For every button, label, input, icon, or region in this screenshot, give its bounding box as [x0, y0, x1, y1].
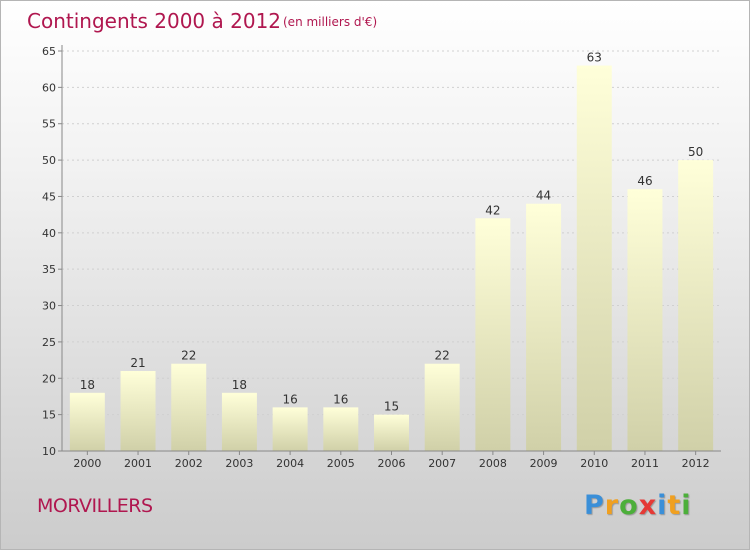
- y-tick-label: 40: [42, 227, 56, 240]
- data-label: 16: [282, 392, 297, 406]
- data-label: 16: [333, 392, 348, 406]
- x-tick-label: 2004: [276, 457, 304, 470]
- x-tick-label: 2006: [378, 457, 406, 470]
- grid-lines: [62, 50, 721, 416]
- y-tick-label: 30: [42, 300, 56, 313]
- brand-letter: x: [638, 490, 658, 521]
- y-tick-label: 15: [42, 409, 56, 422]
- bar: [272, 407, 308, 451]
- data-label: 46: [637, 174, 652, 188]
- x-tick-label: 2000: [73, 457, 101, 470]
- bar: [475, 218, 511, 451]
- x-tick-label: 2001: [124, 457, 152, 470]
- x-tick-label: 2007: [428, 457, 456, 470]
- data-label: 15: [384, 400, 399, 414]
- brand-letter: r: [604, 490, 620, 521]
- data-label: 18: [232, 378, 247, 392]
- x-tick-label: 2010: [580, 457, 608, 470]
- y-tick-label: 50: [42, 154, 56, 167]
- chart-title: Contingents 2000 à 2012: [27, 9, 281, 33]
- x-tick-label: 2011: [631, 457, 659, 470]
- x-tick-label: 2003: [225, 457, 253, 470]
- data-label: 18: [80, 378, 95, 392]
- bar: [221, 392, 257, 451]
- brand-letter: o: [619, 490, 639, 521]
- x-tick-label: 2002: [175, 457, 203, 470]
- axes: 10 15 20 25 30 35 40 45 50 55 60 65 2000 2001 2002 2003…: [42, 45, 721, 470]
- x-tick-label: 2005: [327, 457, 355, 470]
- bar: [69, 392, 105, 451]
- bar: [576, 65, 612, 451]
- bar: [120, 371, 156, 451]
- bars: 18 21 22 18 16 16 15 22 42 44 63 46 50: [69, 51, 714, 451]
- bar: [424, 363, 460, 451]
- y-tick-label: 20: [42, 372, 56, 385]
- y-tick-label: 25: [42, 336, 56, 349]
- brand-letter: t: [667, 490, 682, 521]
- x-tick-label: 2012: [682, 457, 710, 470]
- x-tick-label: 2009: [530, 457, 558, 470]
- y-tick-label: 60: [42, 81, 56, 94]
- y-tick-label: 35: [42, 263, 56, 276]
- data-label: 63: [587, 51, 602, 65]
- bar: [171, 363, 207, 451]
- data-label: 44: [536, 189, 551, 203]
- brand-letter: i: [657, 490, 668, 521]
- chart-subtitle: (en milliers d'€): [283, 15, 377, 29]
- bar: [374, 414, 409, 451]
- y-tick-label: 10: [42, 445, 56, 458]
- y-tick-label: 55: [42, 118, 56, 131]
- y-tick-label: 45: [42, 190, 56, 203]
- data-label: 22: [181, 349, 196, 363]
- brand-letter: P: [584, 490, 605, 521]
- bar: [678, 160, 714, 451]
- data-label: 50: [688, 145, 703, 159]
- y-tick-label: 65: [42, 45, 56, 58]
- bar: [627, 189, 663, 451]
- brand-logo: Proxiti: [584, 490, 692, 521]
- x-tick-label: 2008: [479, 457, 507, 470]
- bar: [526, 203, 562, 451]
- brand-letter: i: [681, 490, 692, 521]
- data-label: 42: [485, 203, 500, 217]
- location-label: MORVILLERS: [37, 495, 153, 517]
- data-label: 21: [130, 356, 145, 370]
- data-label: 22: [435, 349, 450, 363]
- bar: [323, 407, 359, 451]
